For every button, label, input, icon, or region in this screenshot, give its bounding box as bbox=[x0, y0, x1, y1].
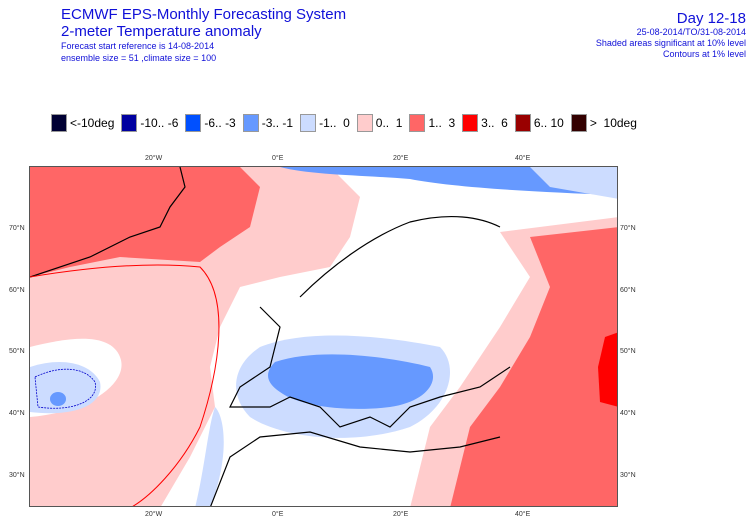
legend-swatch bbox=[121, 114, 138, 132]
lat-tick-left: 60°N bbox=[9, 287, 25, 294]
lat-tick-right: 30°N bbox=[620, 472, 636, 479]
chart-subtitle: 2-meter Temperature anomaly bbox=[61, 23, 262, 40]
legend-item: 3.. 6 bbox=[462, 114, 515, 132]
lat-tick-right: 60°N bbox=[620, 287, 636, 294]
legend-swatch bbox=[462, 114, 479, 132]
lon-tick-bottom: 40°E bbox=[515, 511, 531, 518]
legend-swatch bbox=[51, 114, 67, 132]
hot-area-caspian bbox=[598, 332, 617, 407]
warm-area-greenland bbox=[30, 167, 260, 277]
cool-area-mid-atlantic bbox=[30, 362, 101, 414]
lon-tick-bottom: 20°E bbox=[393, 511, 409, 518]
cool-area-iberia-coast bbox=[195, 407, 224, 506]
lon-tick-top: 40°E bbox=[515, 155, 531, 162]
header-left: ECMWF EPS-Monthly Forecasting System 2-m… bbox=[61, 6, 346, 64]
legend-swatch bbox=[300, 114, 317, 132]
lat-tick-left: 50°N bbox=[9, 348, 25, 355]
legend-item: 6.. 10 bbox=[514, 114, 571, 132]
header-right: Day 12-18 25-08-2014/TO/31-08-2014 Shade… bbox=[596, 10, 746, 60]
lat-tick-right: 70°N bbox=[620, 225, 636, 232]
chart-title: ECMWF EPS-Monthly Forecasting System bbox=[61, 6, 347, 23]
coastline-greenland bbox=[30, 167, 186, 278]
legend-item: -3.. -1 bbox=[242, 114, 300, 132]
cool-area-arctic-light bbox=[530, 167, 617, 199]
legend-swatch bbox=[185, 114, 202, 132]
shading-note: Shaded areas significant at 10% level bbox=[595, 38, 746, 48]
lat-tick-left: 30°N bbox=[9, 472, 25, 479]
lon-tick-bottom: 20°W bbox=[145, 511, 163, 518]
legend-item: -6.. -3 bbox=[185, 114, 242, 132]
legend-item: -10.. -6 bbox=[121, 114, 185, 132]
legend-label: 3.. 6 bbox=[481, 116, 508, 130]
contour-note: Contours at 1% level bbox=[662, 49, 746, 59]
cool-area-arctic bbox=[280, 167, 617, 195]
lat-tick-right: 50°N bbox=[620, 348, 636, 355]
legend-swatch bbox=[570, 114, 587, 132]
color-legend: <-10deg -10.. -6 -6.. -3 -3.. -1 -1.. 0 … bbox=[51, 114, 644, 132]
contour-warm bbox=[30, 264, 220, 506]
legend-label: 1.. 3 bbox=[428, 116, 456, 130]
legend-swatch bbox=[242, 114, 259, 132]
coastline-scandinavia bbox=[299, 215, 501, 298]
legend-item: <-10deg bbox=[51, 114, 121, 132]
lon-tick-top: 20°E bbox=[393, 155, 409, 162]
legend-item: 0.. 1 bbox=[356, 114, 410, 132]
ensemble-info: ensemble size = 51 ,climate size = 100 bbox=[61, 53, 217, 63]
legend-item: 1.. 3 bbox=[409, 114, 462, 132]
legend-label: <-10deg bbox=[70, 116, 115, 130]
lat-tick-left: 40°N bbox=[9, 410, 25, 417]
legend-item: > 10deg bbox=[570, 114, 644, 132]
legend-label: -3.. -1 bbox=[261, 116, 294, 130]
lon-tick-top: 0°E bbox=[272, 155, 284, 162]
forecast-reference: Forecast start reference is 14-08-2014 bbox=[61, 41, 215, 51]
contour-cool bbox=[34, 368, 96, 409]
legend-label: -1.. 0 bbox=[319, 116, 350, 130]
legend-label: 0.. 1 bbox=[375, 116, 403, 130]
coastline-europe bbox=[229, 306, 511, 428]
legend-item: -1.. 0 bbox=[300, 114, 357, 132]
lat-tick-left: 70°N bbox=[9, 225, 25, 232]
legend-label: -10.. -6 bbox=[140, 116, 179, 130]
legend-swatch bbox=[356, 114, 373, 132]
map-svg bbox=[30, 167, 617, 506]
legend-label: 6.. 10 bbox=[533, 116, 564, 130]
warm-area-russia bbox=[450, 227, 617, 506]
cool-area-europe bbox=[268, 354, 434, 409]
coastline-africa bbox=[210, 431, 501, 506]
anomaly-map bbox=[29, 166, 618, 507]
day-range: Day 12-18 bbox=[676, 10, 746, 27]
date-range: 25-08-2014/TO/31-08-2014 bbox=[636, 27, 746, 37]
cool-core-mid-atlantic bbox=[50, 392, 66, 406]
lon-tick-top: 20°W bbox=[145, 155, 163, 162]
legend-swatch bbox=[514, 114, 531, 132]
legend-swatch bbox=[409, 114, 426, 132]
lon-tick-bottom: 0°E bbox=[272, 511, 284, 518]
lat-tick-right: 40°N bbox=[620, 410, 636, 417]
legend-label: -6.. -3 bbox=[204, 116, 236, 130]
legend-label: > 10deg bbox=[589, 116, 637, 130]
